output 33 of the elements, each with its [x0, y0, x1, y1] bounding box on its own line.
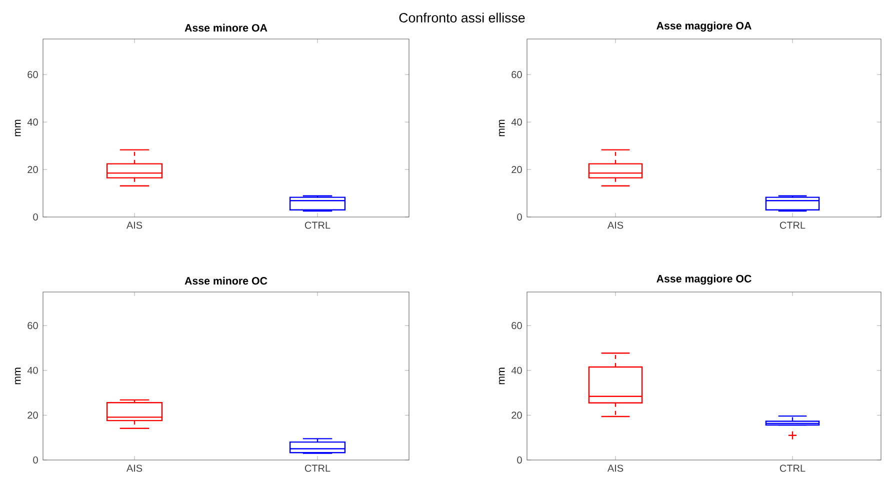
y-tick-label: 40 — [511, 366, 522, 374]
chart-title: Asse maggiore OA — [656, 22, 752, 32]
y-tick-label: 40 — [511, 118, 522, 126]
x-tick-label: CTRL — [780, 222, 806, 229]
x-tick-label: AIS — [126, 222, 142, 229]
y-tick-label: 20 — [512, 166, 522, 174]
y-tick-label: 40 — [27, 118, 38, 126]
y-axis-title: mm — [14, 368, 21, 384]
y-tick-label: 0 — [33, 456, 38, 464]
y-tick-label: 0 — [33, 213, 38, 221]
y-tick-label: 60 — [512, 322, 522, 330]
chart-title: Asse minore OA — [184, 24, 268, 32]
y-tick-label: 40 — [27, 366, 38, 374]
y-axis-title: mm — [498, 368, 505, 384]
y-axis-title: mm — [498, 120, 505, 136]
x-tick-label: CTRL — [304, 464, 330, 472]
y-axis-title: mm — [14, 120, 21, 136]
chart-title: Asse minore OC — [184, 276, 268, 285]
y-tick-label: 60 — [512, 71, 522, 78]
x-tick-label: AIS — [607, 222, 624, 229]
y-tick-label: 0 — [517, 456, 522, 464]
x-tick-label: CTRL — [780, 464, 806, 472]
y-tick-label: 20 — [28, 166, 38, 174]
x-tick-label: AIS — [126, 464, 142, 472]
x-tick-label: CTRL — [304, 222, 330, 229]
y-tick-label: 20 — [512, 412, 522, 419]
y-tick-label: 60 — [28, 322, 38, 330]
text: Confronto assi ellisse — [399, 12, 525, 22]
x-tick-label: AIS — [607, 464, 624, 472]
y-tick-label: 20 — [28, 412, 38, 419]
y-tick-label: 60 — [28, 71, 38, 78]
y-tick-label: 0 — [517, 213, 522, 221]
chart-title: Asse maggiore OC — [656, 274, 752, 285]
